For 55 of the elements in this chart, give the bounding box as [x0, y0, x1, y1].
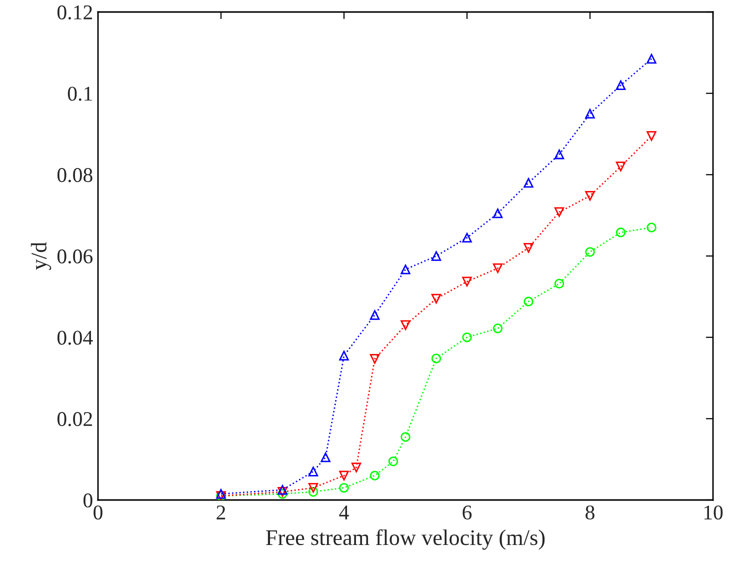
point	[431, 354, 442, 364]
point	[462, 276, 472, 286]
point	[585, 108, 595, 119]
point	[400, 432, 410, 442]
point	[370, 354, 380, 364]
point	[431, 294, 442, 304]
point	[320, 452, 330, 462]
point	[616, 80, 626, 90]
point	[585, 190, 595, 201]
point	[492, 263, 503, 274]
y-tick-label: 0	[84, 493, 92, 508]
point	[524, 178, 534, 188]
x-tick-label: 0	[94, 505, 102, 520]
point	[585, 247, 595, 257]
point	[462, 332, 472, 342]
y-tick-label: 0.02	[57, 412, 92, 426]
point	[616, 162, 626, 172]
point	[308, 482, 318, 493]
point	[646, 222, 656, 232]
point	[462, 232, 472, 243]
point	[308, 487, 318, 497]
x-tick-label: 2	[216, 506, 226, 520]
point	[400, 264, 410, 274]
point	[554, 278, 564, 289]
x-tick-label: 6	[462, 506, 472, 520]
point	[339, 482, 349, 493]
point	[339, 470, 349, 480]
x-tick-label: 8	[586, 505, 594, 520]
x-axis-title: Free stream flow velocity (m/s)	[266, 529, 545, 550]
point	[492, 208, 503, 218]
x-tick-label: 4	[339, 506, 349, 520]
point	[278, 484, 288, 495]
y-tick-label: 0.06	[57, 249, 93, 264]
point	[351, 462, 362, 472]
y-axis-title: y/d	[30, 242, 52, 270]
y-tick-label: 0.1	[68, 86, 92, 101]
point	[524, 243, 534, 253]
point	[646, 54, 656, 64]
point	[400, 320, 410, 330]
y-tick-label: 0.08	[57, 168, 92, 182]
point	[554, 207, 564, 217]
point	[308, 466, 318, 476]
point	[492, 324, 503, 334]
point	[370, 470, 380, 480]
y-tick-label: 0.12	[57, 5, 92, 20]
point	[388, 456, 398, 466]
y-tick-label: 0.04	[57, 330, 93, 345]
point	[370, 310, 380, 320]
point	[431, 251, 442, 261]
x-tick-label: 10	[704, 505, 723, 520]
point	[616, 228, 626, 238]
point	[554, 149, 564, 160]
point	[524, 296, 534, 306]
point	[646, 131, 656, 141]
point	[339, 350, 349, 360]
